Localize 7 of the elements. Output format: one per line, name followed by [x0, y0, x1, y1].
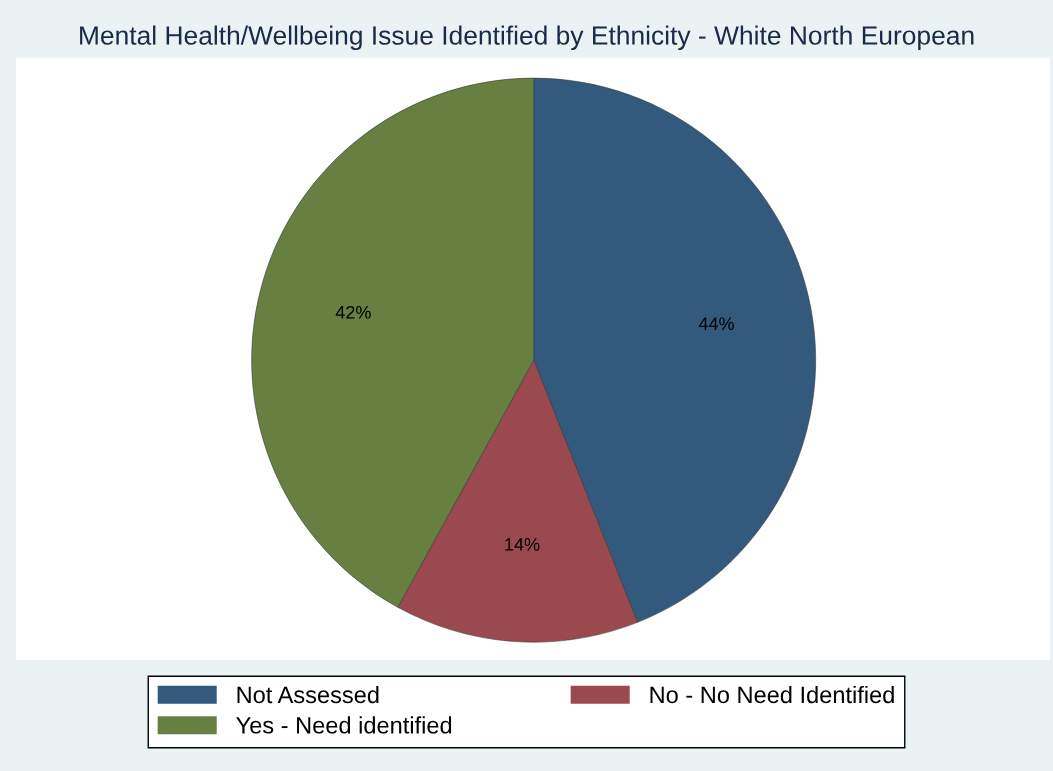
- legend-label: Yes - Need identified: [236, 716, 452, 734]
- data-label: 44%: [698, 317, 734, 331]
- data-label: 42%: [335, 305, 371, 319]
- data-label: 14%: [505, 538, 540, 551]
- chart-title: Mental Health/Wellbeing Issue Identified by Ethnicity - White North European: [80, 25, 974, 51]
- legend-label: Not Assessed: [237, 685, 379, 704]
- legend-label: No - No Need Identified: [650, 685, 894, 704]
